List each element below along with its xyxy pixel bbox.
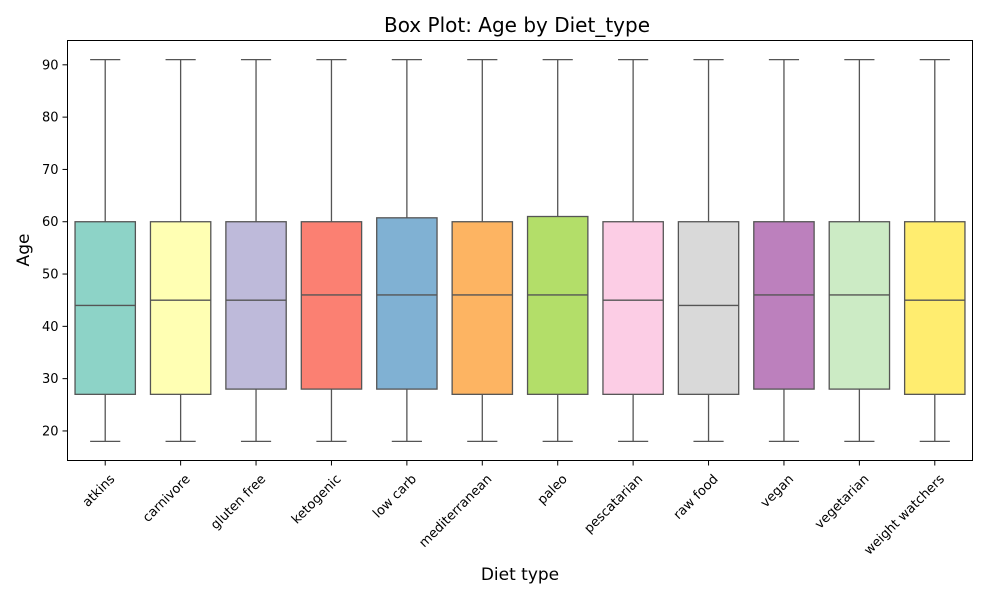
box-group bbox=[828, 58, 891, 443]
iqr-box bbox=[677, 221, 740, 395]
x-axis: atkins carnivore gluten free ketogenic low c… bbox=[80, 460, 948, 559]
y-tick-label: 80 bbox=[42, 111, 59, 126]
x-tick-label: atkins bbox=[80, 472, 118, 510]
y-tick-label: 70 bbox=[42, 163, 59, 178]
iqr-box bbox=[753, 221, 815, 390]
y-tick-label: 20 bbox=[42, 424, 59, 439]
iqr-box bbox=[225, 221, 287, 390]
y-tick-label: 30 bbox=[42, 372, 59, 387]
x-tick-label: low carb bbox=[370, 472, 420, 522]
y-tick-label: 40 bbox=[42, 320, 59, 335]
iqr-box bbox=[602, 221, 664, 395]
plot-area bbox=[74, 58, 966, 443]
x-tick-label: weight watchers bbox=[861, 472, 948, 559]
y-tick-label: 60 bbox=[42, 215, 59, 230]
x-tick-label: gluten free bbox=[208, 472, 269, 533]
iqr-box bbox=[451, 221, 514, 395]
x-tick-label: mediterranean bbox=[416, 472, 495, 551]
x-tick-label: vegan bbox=[758, 472, 797, 511]
box-group bbox=[903, 58, 966, 443]
iqr-box bbox=[300, 221, 363, 390]
iqr-box bbox=[149, 221, 212, 395]
iqr-box bbox=[828, 221, 891, 390]
box-group bbox=[225, 58, 287, 443]
x-tick-label: pescatarian bbox=[582, 472, 647, 537]
box-group bbox=[376, 58, 438, 443]
chart-title: Box Plot: Age by Diet_type bbox=[384, 13, 650, 37]
x-tick-label: ketogenic bbox=[289, 472, 344, 527]
y-axis-label: Age bbox=[14, 234, 34, 267]
iqr-box bbox=[526, 215, 589, 395]
y-tick-label: 90 bbox=[42, 58, 59, 73]
box-group bbox=[451, 58, 514, 443]
box-group bbox=[74, 58, 137, 443]
x-axis-label: Diet type bbox=[481, 565, 559, 585]
iqr-box bbox=[376, 217, 438, 390]
x-tick-label: paleo bbox=[535, 472, 571, 508]
iqr-box bbox=[903, 221, 966, 395]
box-group bbox=[300, 58, 363, 443]
y-tick-label: 50 bbox=[42, 268, 59, 283]
x-tick-label: carnivore bbox=[140, 472, 194, 526]
box-group bbox=[677, 58, 740, 443]
iqr-box bbox=[74, 221, 137, 395]
box-group bbox=[526, 58, 589, 443]
x-tick-label: vegetarian bbox=[812, 472, 872, 532]
box-group bbox=[602, 58, 664, 443]
box-group bbox=[149, 58, 212, 443]
box-group bbox=[753, 58, 815, 443]
x-tick-label: raw food bbox=[671, 472, 722, 523]
y-axis: 20 30 40 50 60 70 80 90 bbox=[42, 58, 68, 439]
plot-frame bbox=[67, 40, 973, 461]
